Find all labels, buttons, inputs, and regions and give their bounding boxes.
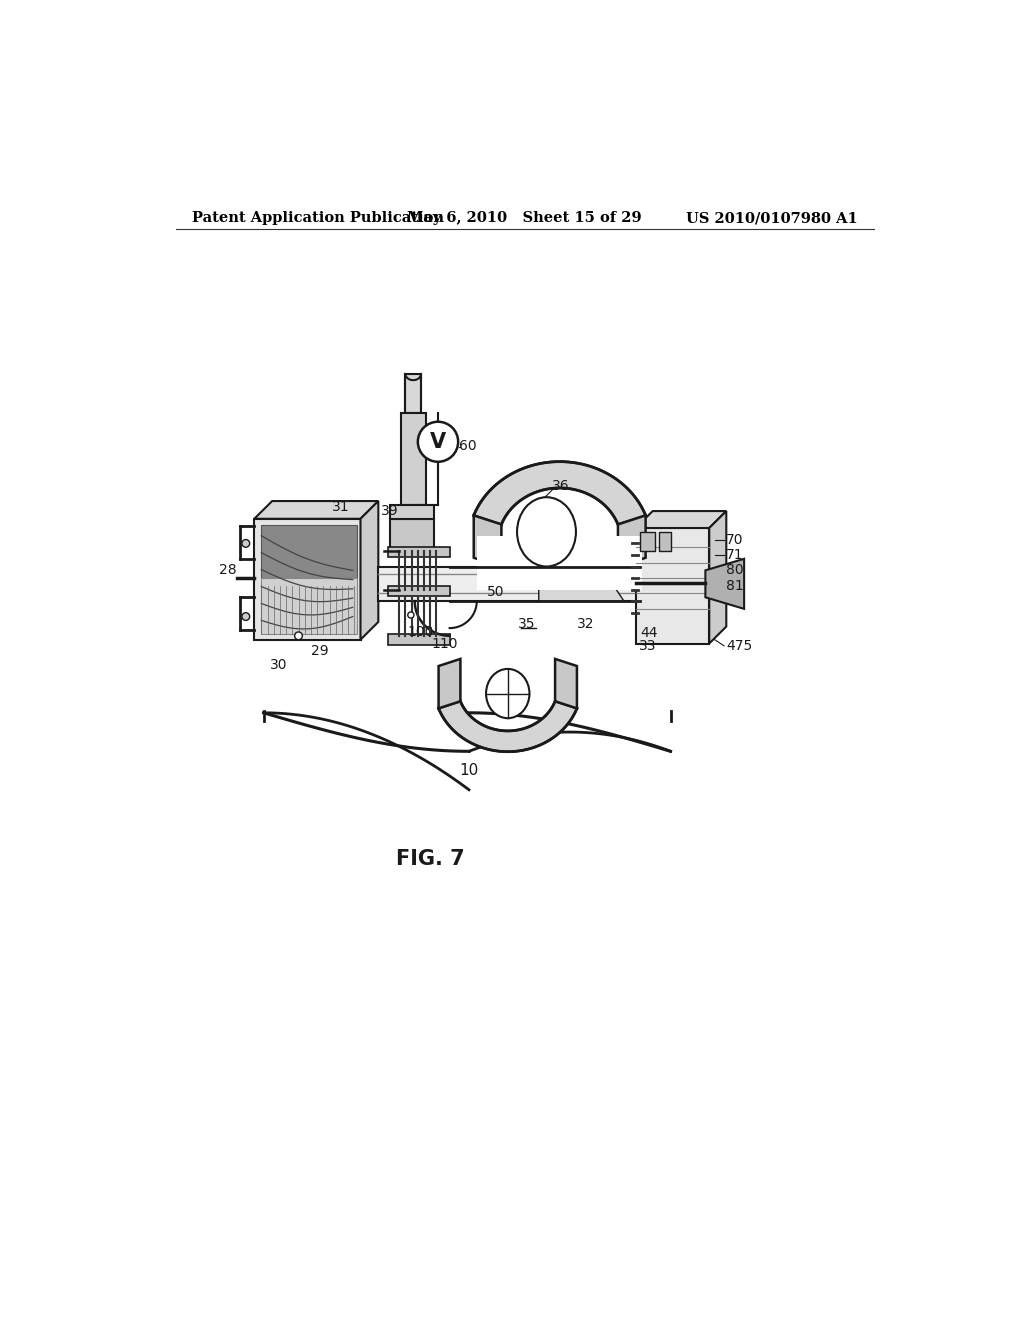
Text: 32: 32	[577, 618, 594, 631]
Text: 50: 50	[487, 585, 505, 599]
Polygon shape	[658, 532, 671, 552]
Text: 81: 81	[726, 578, 744, 593]
Text: 28: 28	[219, 564, 237, 577]
Polygon shape	[706, 558, 744, 609]
Polygon shape	[710, 511, 726, 644]
Polygon shape	[636, 528, 710, 644]
Polygon shape	[474, 462, 645, 524]
Ellipse shape	[242, 612, 250, 620]
Polygon shape	[261, 578, 356, 635]
Polygon shape	[388, 548, 450, 557]
Text: 36: 36	[552, 479, 569, 492]
Ellipse shape	[418, 422, 458, 462]
Polygon shape	[388, 586, 450, 595]
Text: FIG. 7: FIG. 7	[396, 849, 465, 869]
Text: 80: 80	[726, 564, 743, 577]
Ellipse shape	[242, 540, 250, 548]
Text: 35: 35	[518, 618, 536, 631]
Ellipse shape	[295, 632, 302, 640]
Text: Patent Application Publication: Patent Application Publication	[191, 211, 443, 226]
Text: 30: 30	[270, 659, 288, 672]
Polygon shape	[555, 659, 577, 709]
Text: 10: 10	[460, 763, 478, 777]
Polygon shape	[261, 525, 356, 578]
Text: 110: 110	[431, 636, 458, 651]
Polygon shape	[477, 536, 642, 590]
Text: 475: 475	[726, 639, 753, 653]
Polygon shape	[400, 412, 426, 506]
Text: 70: 70	[726, 532, 743, 546]
Ellipse shape	[517, 498, 575, 566]
Text: 44: 44	[640, 627, 657, 640]
Polygon shape	[378, 566, 640, 601]
Text: V: V	[430, 432, 446, 451]
Polygon shape	[474, 515, 502, 566]
Polygon shape	[539, 566, 624, 601]
Text: 100: 100	[408, 624, 434, 639]
Polygon shape	[640, 532, 655, 552]
Ellipse shape	[408, 612, 414, 618]
Polygon shape	[390, 519, 434, 552]
Polygon shape	[406, 374, 421, 412]
Text: 29: 29	[311, 644, 329, 659]
Text: May 6, 2010   Sheet 15 of 29: May 6, 2010 Sheet 15 of 29	[408, 211, 642, 226]
Polygon shape	[254, 519, 360, 640]
Polygon shape	[360, 502, 378, 640]
Polygon shape	[636, 511, 726, 528]
Polygon shape	[390, 506, 434, 519]
Text: 60: 60	[459, 440, 476, 453]
Polygon shape	[438, 701, 577, 751]
Text: 39: 39	[381, 504, 398, 517]
Polygon shape	[617, 515, 645, 566]
Text: 33: 33	[639, 639, 656, 653]
Text: 71: 71	[726, 548, 743, 562]
Text: US 2010/0107980 A1: US 2010/0107980 A1	[686, 211, 858, 226]
Text: 31: 31	[333, 500, 350, 515]
Polygon shape	[438, 659, 461, 709]
Ellipse shape	[486, 669, 529, 718]
Polygon shape	[388, 635, 450, 645]
Polygon shape	[254, 502, 378, 519]
